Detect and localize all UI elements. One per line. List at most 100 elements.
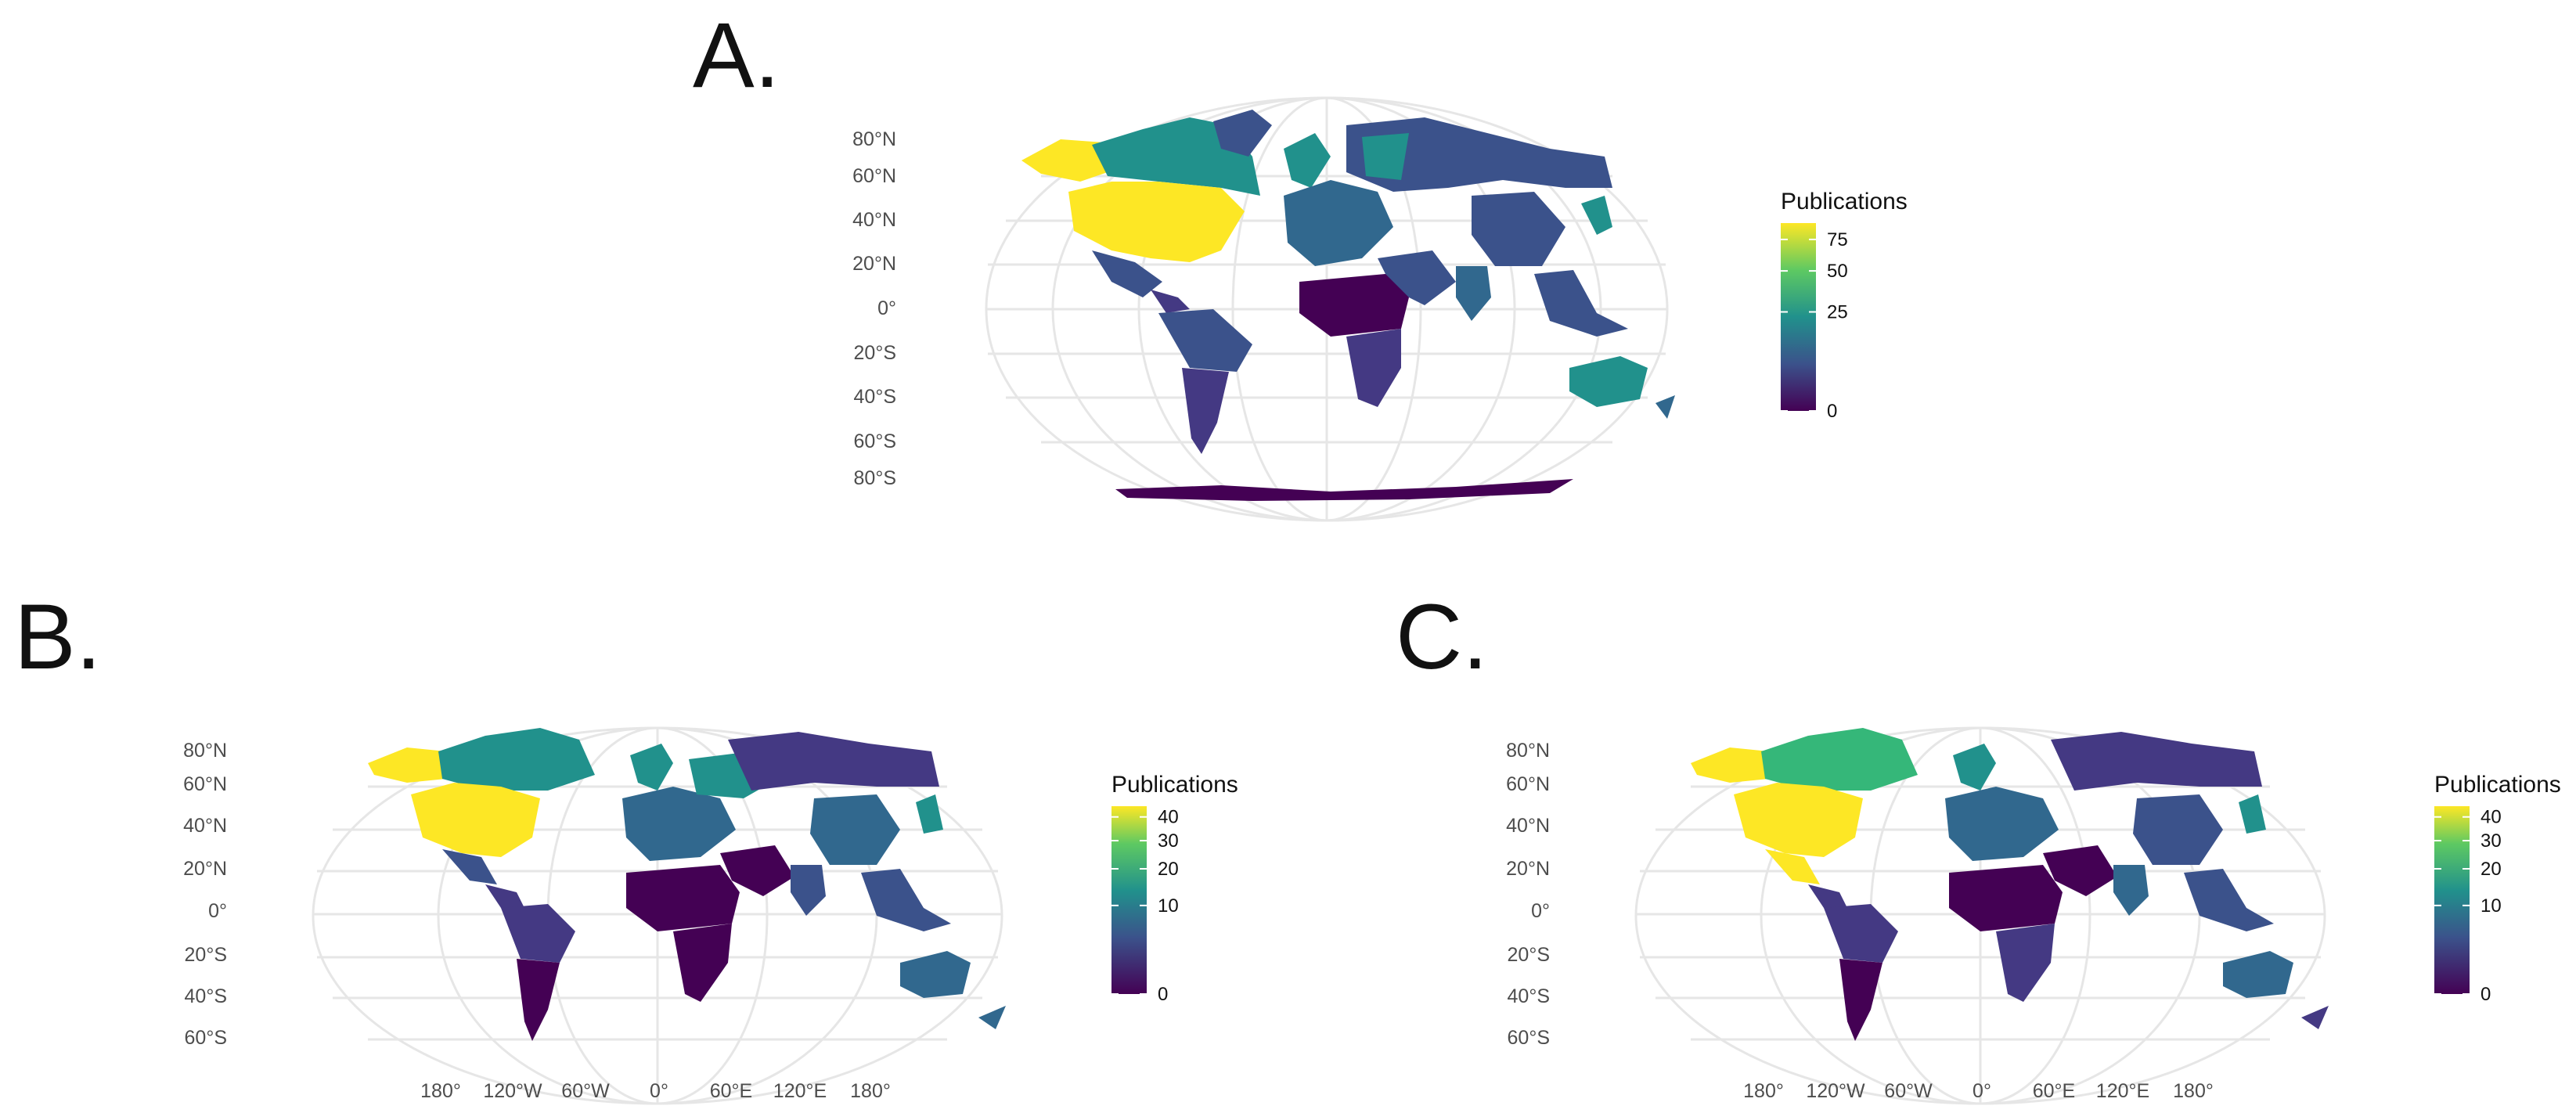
panel-b: B. 80°N 60°N 40°N 20°N 0° 20°S 40°S 60°S — [0, 564, 1288, 1113]
lon-label: 60°W — [561, 1080, 610, 1102]
legend-colorbar-b — [1111, 806, 1147, 994]
india — [791, 865, 826, 916]
lat-label: 60°S — [1508, 1027, 1550, 1049]
mexico — [442, 849, 497, 884]
legend-colorbar-c — [2434, 806, 2470, 994]
europe — [1945, 787, 2059, 861]
lat-label: 60°N — [183, 773, 227, 795]
lon-label: 180° — [850, 1080, 891, 1102]
lon-label: 60°W — [1884, 1080, 1933, 1102]
lat-label: 40°N — [852, 209, 896, 231]
lat-label: 0° — [1531, 900, 1550, 922]
africa-south — [673, 924, 732, 1002]
legend-tick-label: 20 — [2481, 859, 2502, 880]
alaska — [1691, 747, 1769, 783]
countries-c — [1691, 728, 2329, 1041]
legend-colorbar-a — [1781, 223, 1816, 411]
lon-label: 180° — [420, 1080, 461, 1102]
central-america — [1151, 290, 1190, 313]
japan — [2239, 794, 2266, 834]
africa-south — [1346, 329, 1401, 407]
china — [810, 794, 900, 865]
south-america-north — [1824, 904, 1898, 963]
southeast-asia — [1534, 270, 1628, 337]
africa-north — [1299, 274, 1409, 337]
world-map-b: 80°N 60°N 40°N 20°N 0° 20°S 40°S 60°S 18… — [183, 726, 1238, 1105]
lat-labels-b: 80°N 60°N 40°N 20°N 0° 20°S 40°S 60°S — [183, 740, 227, 1049]
lon-labels-b: 180° 120°W 60°W 0° 60°E 120°E 180° — [420, 1080, 891, 1102]
canada — [438, 728, 595, 791]
legend-tick-label: 75 — [1827, 229, 1848, 250]
lon-label: 180° — [1743, 1080, 1784, 1102]
usa — [1068, 182, 1245, 262]
new-zealand — [978, 1006, 1006, 1029]
australia — [1569, 356, 1648, 407]
lat-label: 20°N — [1506, 858, 1550, 880]
legend-title-c: Publications — [2434, 772, 2561, 798]
legend-tick-label: 10 — [1158, 895, 1179, 917]
legend-ticks-a: 75 50 25 0 — [1781, 229, 1848, 422]
canada — [1761, 728, 1918, 791]
china — [2133, 794, 2223, 865]
africa-north — [626, 865, 740, 931]
lat-label: 60°N — [852, 165, 896, 187]
lat-labels-c: 80°N 60°N 40°N 20°N 0° 20°S 40°S 60°S — [1506, 740, 1550, 1049]
countries-a — [1021, 110, 1675, 501]
south-america-south — [1839, 959, 1882, 1041]
lon-label: 120°W — [483, 1080, 542, 1102]
lat-label: 20°S — [185, 944, 227, 966]
usa — [411, 783, 540, 857]
india — [1456, 266, 1491, 321]
panel-label-b: B. — [14, 585, 102, 689]
usa — [1734, 783, 1863, 857]
mexico — [1092, 250, 1162, 297]
alaska — [368, 747, 446, 783]
countries-b — [368, 728, 1006, 1041]
lon-label: 0° — [1973, 1080, 1991, 1102]
southeast-asia — [2184, 869, 2274, 931]
panel-c: C. 80°N 60°N 40°N 20°N 0° 20°S 40°S 60°S — [1288, 564, 2576, 1113]
lat-label: 80°N — [852, 128, 896, 150]
japan — [916, 794, 943, 834]
legend-tick-label: 40 — [1158, 807, 1179, 828]
panel-a: A. 80°N 60°N 40°N 20°N 0° 20°S 40°S 60°S… — [693, 9, 1908, 522]
legend-tick-label: 50 — [1827, 261, 1848, 282]
lat-label: 0° — [208, 900, 227, 922]
legend-tick-label: 40 — [2481, 807, 2502, 828]
world-map-c: 80°N 60°N 40°N 20°N 0° 20°S 40°S 60°S 18… — [1506, 726, 2561, 1105]
europe — [622, 787, 736, 861]
legend-tick-label: 30 — [2481, 830, 2502, 852]
new-zealand — [1655, 395, 1675, 419]
lon-label: 120°W — [1806, 1080, 1865, 1102]
lat-label: 40°N — [1506, 815, 1550, 837]
lat-label: 60°S — [854, 430, 896, 452]
scandinavia — [1953, 744, 1996, 791]
scandinavia — [1284, 133, 1331, 188]
lon-label: 0° — [650, 1080, 668, 1102]
russia — [728, 732, 939, 791]
greenland — [1213, 110, 1272, 157]
russia — [2051, 732, 2262, 791]
legend-tick-label: 20 — [1158, 859, 1179, 880]
new-zealand — [2301, 1006, 2329, 1029]
lon-label: 60°E — [710, 1080, 752, 1102]
lat-label: 40°N — [183, 815, 227, 837]
lat-label: 80°N — [183, 740, 227, 762]
africa-south — [1996, 924, 2055, 1002]
lon-labels-c: 180° 120°W 60°W 0° 60°E 120°E 180° — [1743, 1080, 2214, 1102]
lat-label: 60°N — [1506, 773, 1550, 795]
legend-tick-label: 0 — [2481, 984, 2491, 1005]
europe — [1284, 180, 1393, 266]
china — [1472, 192, 1565, 266]
japan — [1581, 196, 1612, 235]
africa-north — [1949, 865, 2063, 931]
mexico — [1765, 849, 1820, 884]
south-america-north — [1158, 309, 1252, 372]
australia — [900, 951, 971, 998]
legend-a: Publications 75 50 25 0 — [1781, 189, 1908, 422]
antarctica — [1115, 479, 1573, 501]
lon-label: 120°E — [2096, 1080, 2149, 1102]
